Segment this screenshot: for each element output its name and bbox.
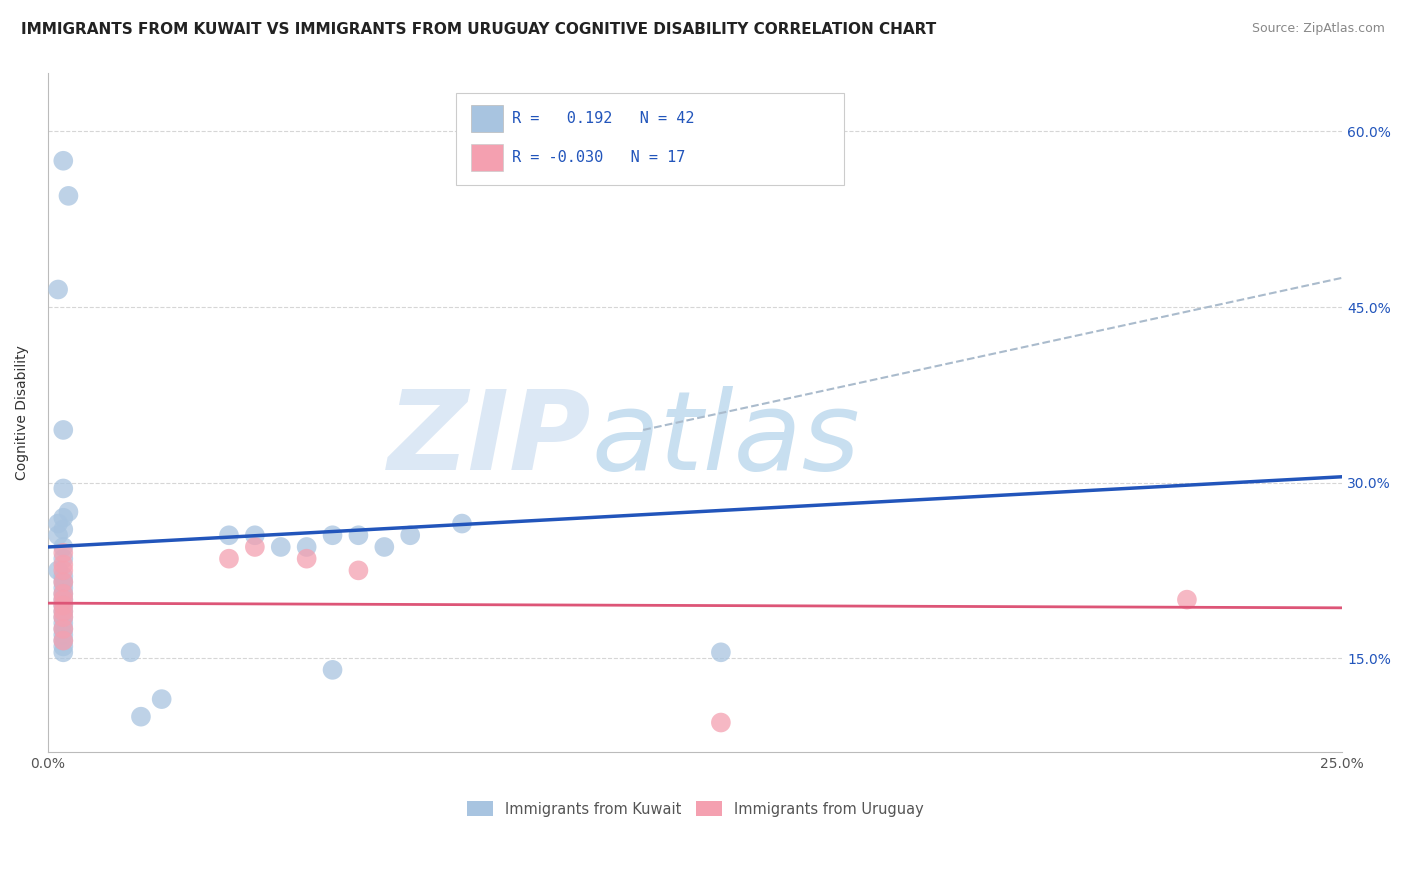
Point xyxy=(52,633,75,648)
Point xyxy=(46,563,69,577)
Point xyxy=(52,592,75,607)
Point xyxy=(52,482,75,496)
Point xyxy=(52,423,75,437)
Legend: Immigrants from Kuwait, Immigrants from Uruguay: Immigrants from Kuwait, Immigrants from … xyxy=(461,796,929,822)
Point xyxy=(295,551,318,566)
Text: atlas: atlas xyxy=(592,386,860,493)
Text: R =   0.192   N = 42: R = 0.192 N = 42 xyxy=(512,111,695,126)
Point xyxy=(52,575,75,590)
Point xyxy=(150,692,173,706)
Point xyxy=(52,575,75,590)
Point xyxy=(243,528,266,542)
Point xyxy=(46,516,69,531)
Point xyxy=(52,540,75,554)
Point xyxy=(58,189,80,203)
Point xyxy=(399,528,422,542)
Point xyxy=(52,633,75,648)
Point xyxy=(52,628,75,642)
Point xyxy=(218,528,240,542)
Point xyxy=(52,599,75,613)
Point xyxy=(710,715,733,730)
Point xyxy=(710,645,733,659)
Point xyxy=(52,592,75,607)
FancyBboxPatch shape xyxy=(456,94,844,185)
Point xyxy=(52,569,75,583)
Point xyxy=(52,610,75,624)
Point xyxy=(52,604,75,618)
Point xyxy=(52,622,75,636)
Point xyxy=(52,610,75,624)
Point xyxy=(1175,592,1198,607)
Point xyxy=(46,283,69,297)
Text: Source: ZipAtlas.com: Source: ZipAtlas.com xyxy=(1251,22,1385,36)
Point xyxy=(52,587,75,601)
FancyBboxPatch shape xyxy=(471,144,503,170)
Point xyxy=(347,563,370,577)
Point xyxy=(120,645,142,659)
Point xyxy=(373,540,395,554)
Y-axis label: Cognitive Disability: Cognitive Disability xyxy=(15,345,30,480)
Point xyxy=(52,587,75,601)
Point xyxy=(52,604,75,618)
FancyBboxPatch shape xyxy=(471,105,503,132)
Point xyxy=(52,153,75,168)
Point xyxy=(270,540,292,554)
Point xyxy=(52,645,75,659)
Point xyxy=(52,558,75,572)
Text: R = -0.030   N = 17: R = -0.030 N = 17 xyxy=(512,150,686,165)
Point xyxy=(52,622,75,636)
Point xyxy=(243,540,266,554)
Point xyxy=(295,540,318,554)
Point xyxy=(347,528,370,542)
Point xyxy=(52,523,75,537)
Text: ZIP: ZIP xyxy=(388,386,592,493)
Point xyxy=(52,546,75,560)
Point xyxy=(52,615,75,630)
Point xyxy=(52,563,75,577)
Point xyxy=(218,551,240,566)
Point xyxy=(322,663,344,677)
Point xyxy=(52,640,75,654)
Point xyxy=(52,599,75,613)
Point xyxy=(322,528,344,542)
Point xyxy=(52,510,75,524)
Point xyxy=(58,505,80,519)
Point xyxy=(129,709,152,723)
Text: IMMIGRANTS FROM KUWAIT VS IMMIGRANTS FROM URUGUAY COGNITIVE DISABILITY CORRELATI: IMMIGRANTS FROM KUWAIT VS IMMIGRANTS FRO… xyxy=(21,22,936,37)
Point xyxy=(451,516,474,531)
Point xyxy=(46,528,69,542)
Point xyxy=(52,581,75,595)
Point xyxy=(52,551,75,566)
